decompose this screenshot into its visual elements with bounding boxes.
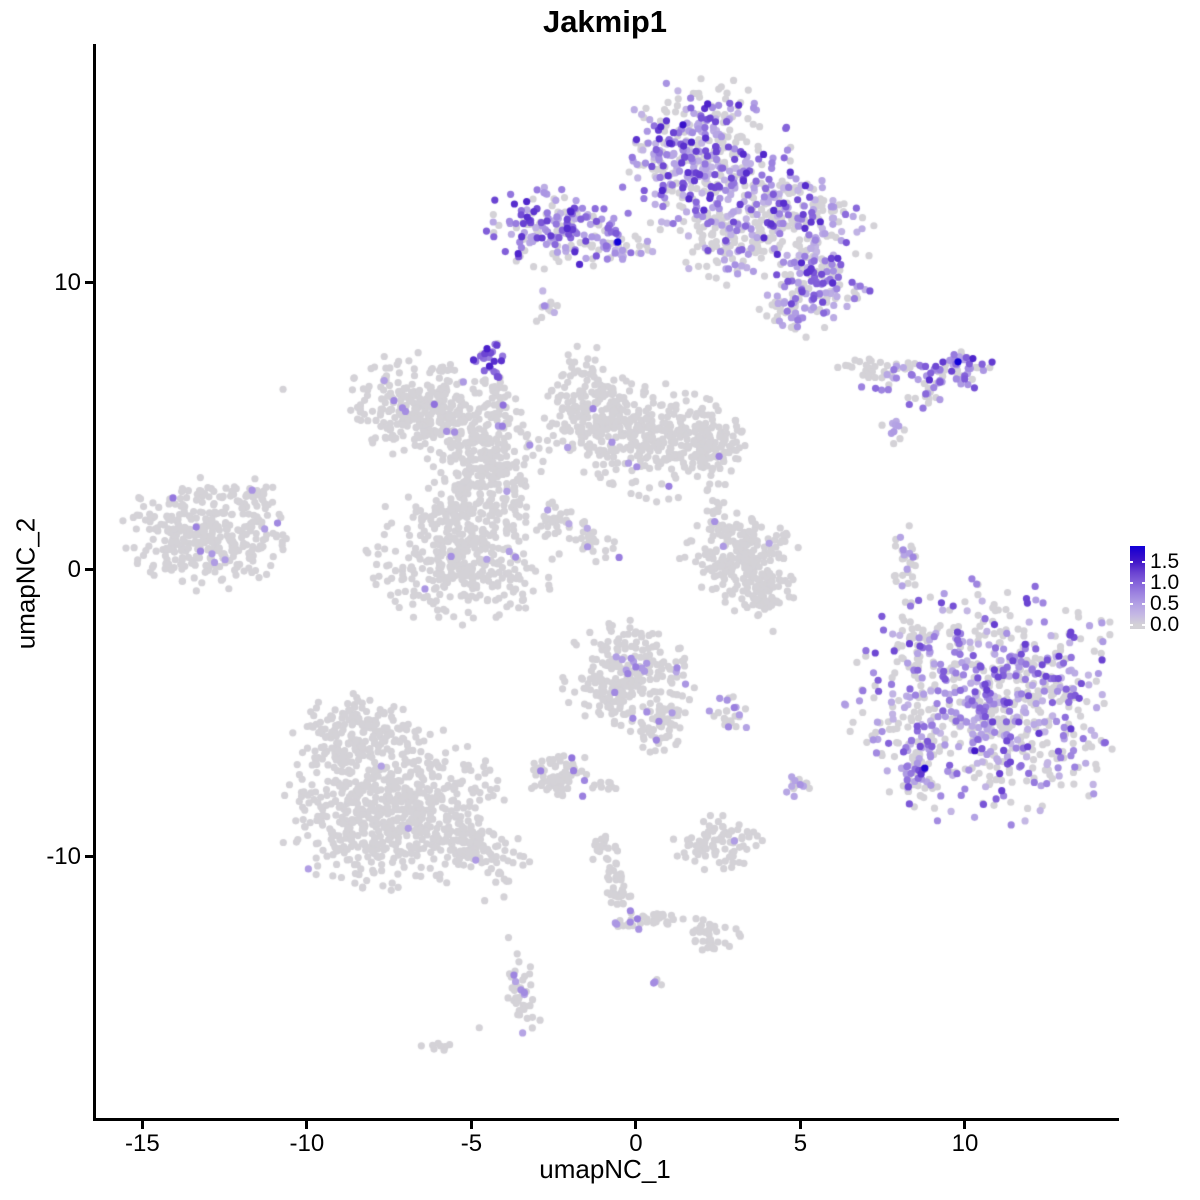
x-tick-mark — [634, 1121, 638, 1129]
x-tick-label: -5 — [460, 1130, 483, 1157]
x-tick-mark — [140, 1121, 144, 1129]
legend-label: 0.5 — [1150, 591, 1180, 615]
legend-label: 1.5 — [1150, 549, 1180, 573]
y-tick-mark — [85, 568, 93, 572]
y-axis-line — [93, 44, 96, 1121]
legend-gradient-bar — [1130, 546, 1145, 629]
legend-tick-mark — [1130, 581, 1133, 584]
x-tick-mark — [963, 1121, 967, 1129]
legend-tick-mark — [1130, 623, 1133, 626]
y-tick-label: 10 — [54, 268, 81, 296]
x-tick-mark — [798, 1121, 802, 1129]
x-tick-label: 10 — [951, 1130, 979, 1157]
legend-label: 0.0 — [1150, 612, 1180, 636]
x-tick-label: -10 — [289, 1130, 325, 1157]
legend-tick-mark — [1142, 602, 1145, 605]
legend-tick-mark — [1142, 581, 1145, 584]
legend-tick-mark — [1130, 602, 1133, 605]
legend-label: 1.0 — [1150, 570, 1180, 594]
x-tick-label: 5 — [793, 1130, 808, 1157]
x-axis-line — [93, 1118, 1119, 1121]
x-tick-label: -15 — [125, 1130, 160, 1157]
plot-title: Jakmip1 — [542, 4, 668, 39]
y-tick-label: 0 — [67, 555, 81, 583]
y-axis-title: umapNC_2 — [10, 517, 41, 650]
legend-tick-mark — [1142, 560, 1145, 563]
x-tick-label: 0 — [629, 1130, 643, 1157]
y-tick-mark — [85, 281, 93, 285]
x-tick-mark — [469, 1121, 473, 1129]
x-axis-title: umapNC_1 — [539, 1154, 671, 1184]
legend-tick-mark — [1130, 560, 1133, 563]
legend: 1.5 1.0 0.5 0.0 — [1124, 540, 1200, 640]
y-tick-mark — [85, 855, 93, 859]
x-tick-mark — [305, 1121, 309, 1129]
legend-tick-mark — [1142, 623, 1145, 626]
y-tick-label: -10 — [46, 842, 81, 870]
